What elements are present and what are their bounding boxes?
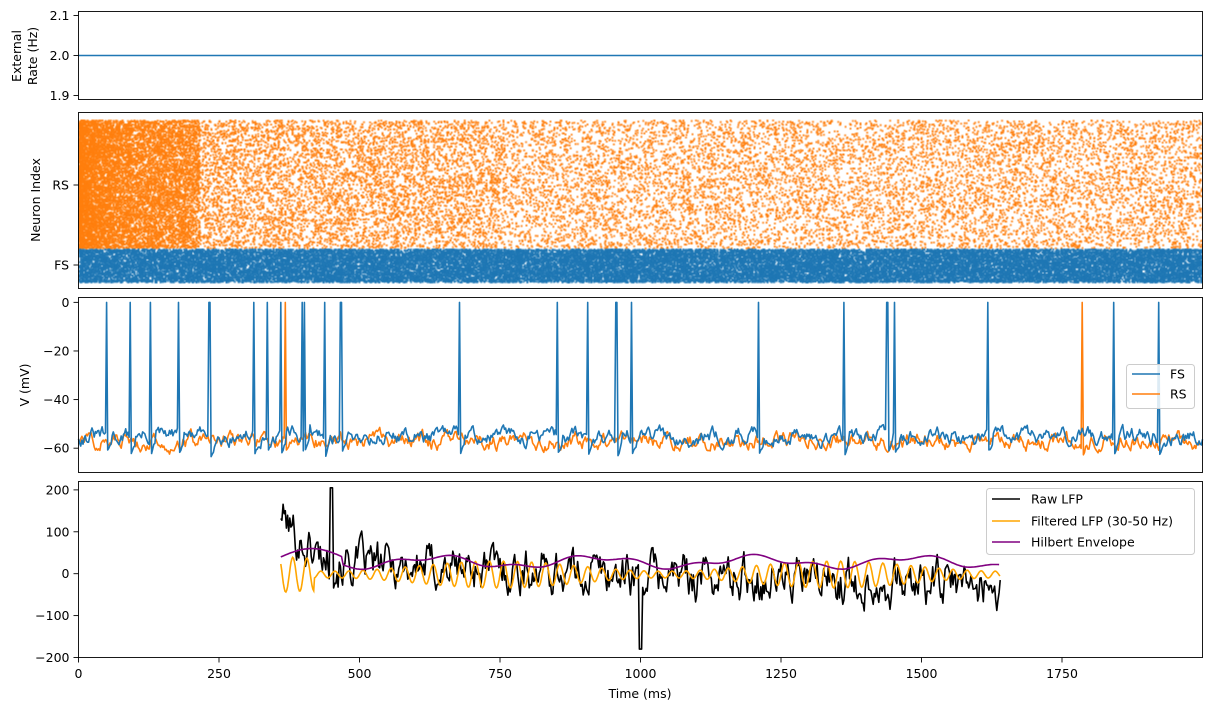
voltage-ytick-label: −40 (43, 392, 69, 407)
hilbert-envelope-trace (280, 547, 1000, 571)
rate-ylabel-line1: External (9, 30, 24, 82)
filtered-lfp-trace (280, 556, 1001, 594)
panel-voltage: 0 −20 −40 −60 V (mV) FS RS (17, 295, 1204, 473)
legend-label-raw-lfp: Raw LFP (1031, 492, 1083, 507)
voltage-traces (77, 301, 1204, 458)
y-ticks-rate: 1.9 2.0 2.1 (50, 8, 79, 103)
time-xtick-label: 1250 (765, 666, 797, 681)
voltage-legend: FS RS (1126, 364, 1195, 409)
rate-ytick-label: 1.9 (50, 88, 70, 103)
legend-label-rs: RS (1170, 387, 1187, 402)
legend-label-fs: FS (1170, 367, 1185, 382)
time-xtick-label: 1750 (1046, 666, 1078, 681)
lfp-ytick-label: 100 (46, 524, 70, 539)
voltage-ytick-label: 0 (62, 295, 70, 310)
lfp-ytick-label: 0 (62, 566, 70, 581)
lfp-legend: Raw LFP Filtered LFP (30-50 Hz) Hilbert … (986, 488, 1195, 555)
rate-ytick-label: 2.0 (50, 48, 70, 63)
y-ticks-voltage: 0 −20 −40 −60 (43, 295, 79, 456)
lfp-traces (280, 486, 1001, 650)
time-xlabel: Time (ms) (607, 686, 671, 701)
ytick-label-rs: RS (52, 178, 69, 193)
raster-dots (78, 112, 1203, 289)
panel-raster: RS FS Neuron Index (28, 112, 1203, 289)
ytick-label-fs: FS (54, 258, 69, 273)
legend-label-filtered-lfp: Filtered LFP (30-50 Hz) (1031, 514, 1173, 529)
raw-lfp-trace (280, 486, 1001, 650)
lfp-ytick-label: −100 (35, 608, 69, 623)
time-xtick-label: 1000 (625, 666, 657, 681)
x-ticks-time: 0 250 500 750 1000 1250 1500 1750 (75, 657, 1078, 681)
voltage-ytick-label: −60 (43, 441, 69, 456)
time-xtick-label: 500 (348, 666, 372, 681)
legend-label-hilbert: Hilbert Envelope (1031, 535, 1135, 550)
lfp-legend-box (986, 488, 1195, 555)
voltage-ylabel: V (mV) (17, 363, 32, 406)
raster-ylabel: Neuron Index (28, 158, 43, 242)
y-ticks-lfp: 200 100 0 −100 −200 (35, 482, 79, 665)
voltage-legend-box (1126, 364, 1195, 409)
rate-ytick-label: 2.1 (50, 8, 70, 23)
time-xtick-label: 250 (207, 666, 231, 681)
raster-spike-dots (78, 112, 1203, 289)
time-xtick-label: 1500 (906, 666, 938, 681)
panel-external-rate: 1.9 2.0 2.1 External Rate (Hz) (9, 8, 1203, 103)
panel-2-frame (78, 112, 1203, 289)
lfp-ytick-label: 200 (46, 482, 70, 497)
voltage-ytick-label: −20 (43, 343, 69, 358)
lfp-ytick-label: −200 (35, 650, 69, 665)
time-xtick-label: 750 (488, 666, 512, 681)
time-xtick-label: 0 (75, 666, 83, 681)
panel-3-frame (78, 297, 1203, 473)
voltage-trace-fs (77, 301, 1204, 458)
rate-ylabel-line2: Rate (Hz) (25, 27, 40, 85)
